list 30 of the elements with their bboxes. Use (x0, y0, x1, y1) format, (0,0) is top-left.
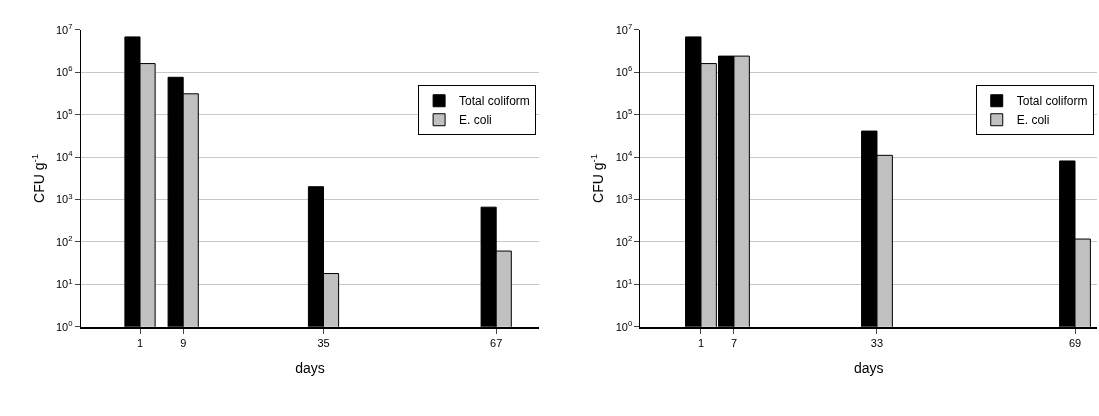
y-tick-label: 10$^{6}$ (615, 64, 633, 79)
y-tick-label: 10$^{3}$ (615, 191, 633, 206)
y-tick-label: 10$^{2}$ (55, 234, 73, 248)
x-axis-title: days (853, 359, 884, 376)
y-tick-label: 10$^{5}$ (55, 106, 73, 121)
y-tick-label: 10$^{4}$ (615, 149, 633, 163)
legend-label: E. coli (459, 113, 492, 128)
y-tick-label: 10$^{2}$ (615, 234, 633, 248)
x-tick-label: 9 (180, 336, 187, 349)
y-tick-label: 10$^{1}$ (615, 276, 633, 291)
legend-label: Total coliform (1016, 94, 1088, 109)
y-tick-label: 10$^{7}$ (55, 22, 73, 36)
y-tick-label: 10$^{3}$ (55, 191, 73, 206)
y-tick-label: 10$^{0}$ (615, 319, 633, 333)
x-tick-label: 33 (870, 336, 884, 349)
x-tick-label: 1 (697, 336, 705, 349)
y-tick-label: 10$^{7}$ (615, 22, 633, 36)
x-tick-label: 7 (730, 336, 738, 349)
y-tick-label: 10$^{6}$ (55, 64, 73, 79)
legend-label: E. coli (1016, 113, 1050, 128)
x-tick-label: 69 (1068, 336, 1082, 349)
y-tick-label: 10$^{4}$ (55, 149, 74, 163)
y-tick-label: 10$^{5}$ (615, 106, 633, 121)
x-tick-label: 35 (317, 336, 330, 349)
legend-label: Total coliform (459, 94, 530, 109)
x-axis-title: days (295, 359, 325, 376)
y-tick-label: 10$^{1}$ (55, 276, 73, 291)
x-tick-label: 67 (490, 336, 503, 349)
y-tick-label: 10$^{0}$ (55, 319, 73, 333)
x-tick-label: 1 (136, 336, 144, 349)
